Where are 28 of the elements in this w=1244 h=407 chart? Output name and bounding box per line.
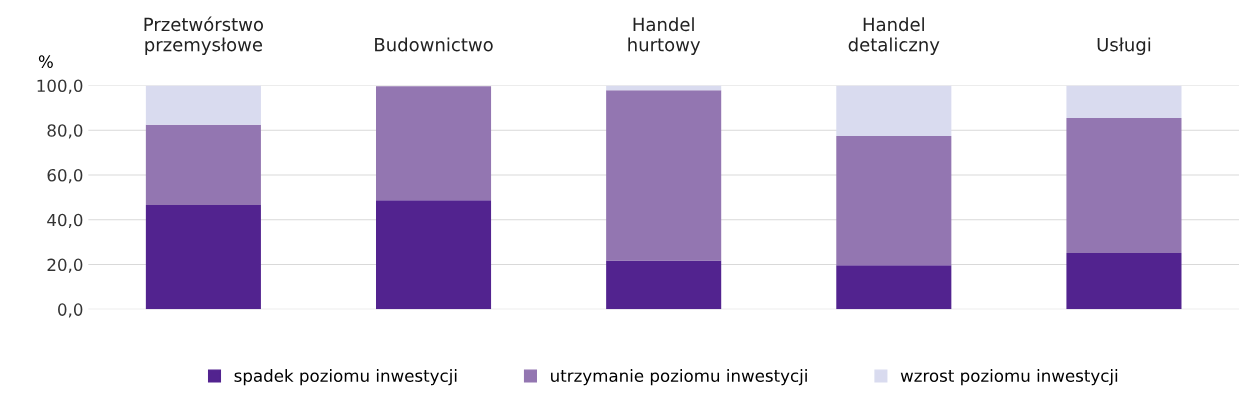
y-tick-label: 40,0 [47,213,83,229]
y-tick-label: 100,0 [37,79,83,94]
x-tick-label: Budownictwo [375,37,493,52]
y-tick-label: 60,0 [47,168,83,184]
bar [606,90,722,261]
bar [836,85,952,137]
x-tick-label: Usługi [1097,37,1151,55]
legend-label: wzrost poziomu inwestycji [900,369,1118,386]
bar [145,205,261,310]
bar [836,265,952,310]
x-tick-label: Handel detaliczny [848,17,940,55]
y-axis-title: % [38,55,53,68]
bar [376,200,492,310]
legend-label: spadek poziomu inwestycji [234,369,457,386]
y-tick-label: 0,0 [58,303,83,318]
legend-label: utrzymanie poziomu inwestycji [551,369,807,386]
bar [836,136,952,266]
x-tick-label: Handel hurtowy [628,17,701,55]
bar [145,85,261,125]
y-tick-label: 80,0 [47,124,83,139]
x-tick-label: Przetwórstwo przemysłowe [144,16,264,55]
bar [376,86,492,201]
bar [1066,85,1182,118]
y-tick-label: 20,0 [47,258,83,273]
bar [1066,117,1182,253]
bar [145,124,261,206]
bar [1066,252,1182,310]
bar [606,260,722,310]
